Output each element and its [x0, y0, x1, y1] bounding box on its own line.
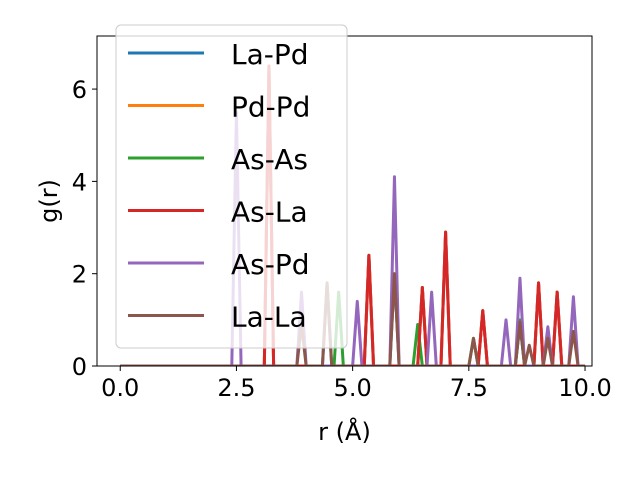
x-axis-label: r (Å) — [318, 417, 371, 446]
legend-item-la-pd: La-Pd — [128, 38, 309, 71]
y-axis: 0 2 4 6 — [72, 76, 97, 381]
legend-label: As-La — [231, 196, 308, 229]
legend-item-pd-pd: Pd-Pd — [128, 91, 310, 124]
y-axis-label: g(r) — [35, 179, 63, 223]
y-tick-label: 0 — [72, 353, 87, 381]
x-tick-label: 0.0 — [101, 374, 139, 402]
legend: La-Pd Pd-Pd As-As As-La As-Pd La-La — [115, 24, 348, 349]
x-tick-label: 2.5 — [217, 374, 255, 402]
y-tick-label: 6 — [72, 76, 87, 104]
legend-label: As-As — [231, 143, 308, 176]
x-tick-label: 10.0 — [558, 374, 611, 402]
legend-item-la-la: La-La — [128, 301, 307, 334]
legend-label: La-La — [231, 301, 307, 334]
x-tick-label: 7.5 — [450, 374, 488, 402]
y-tick-label: 4 — [72, 168, 87, 196]
series-line-as-la — [120, 64, 586, 366]
x-axis: 0.0 2.5 5.0 7.5 10.0 — [101, 366, 612, 402]
x-tick-label: 5.0 — [334, 374, 372, 402]
legend-label: La-Pd — [231, 38, 309, 71]
legend-label: Pd-Pd — [231, 91, 310, 124]
legend-item-as-la: As-La — [128, 196, 308, 229]
legend-item-as-as: As-As — [128, 143, 308, 176]
legend-item-as-pd: As-Pd — [128, 248, 310, 281]
y-tick-label: 2 — [72, 261, 87, 289]
legend-label: As-Pd — [231, 248, 310, 281]
